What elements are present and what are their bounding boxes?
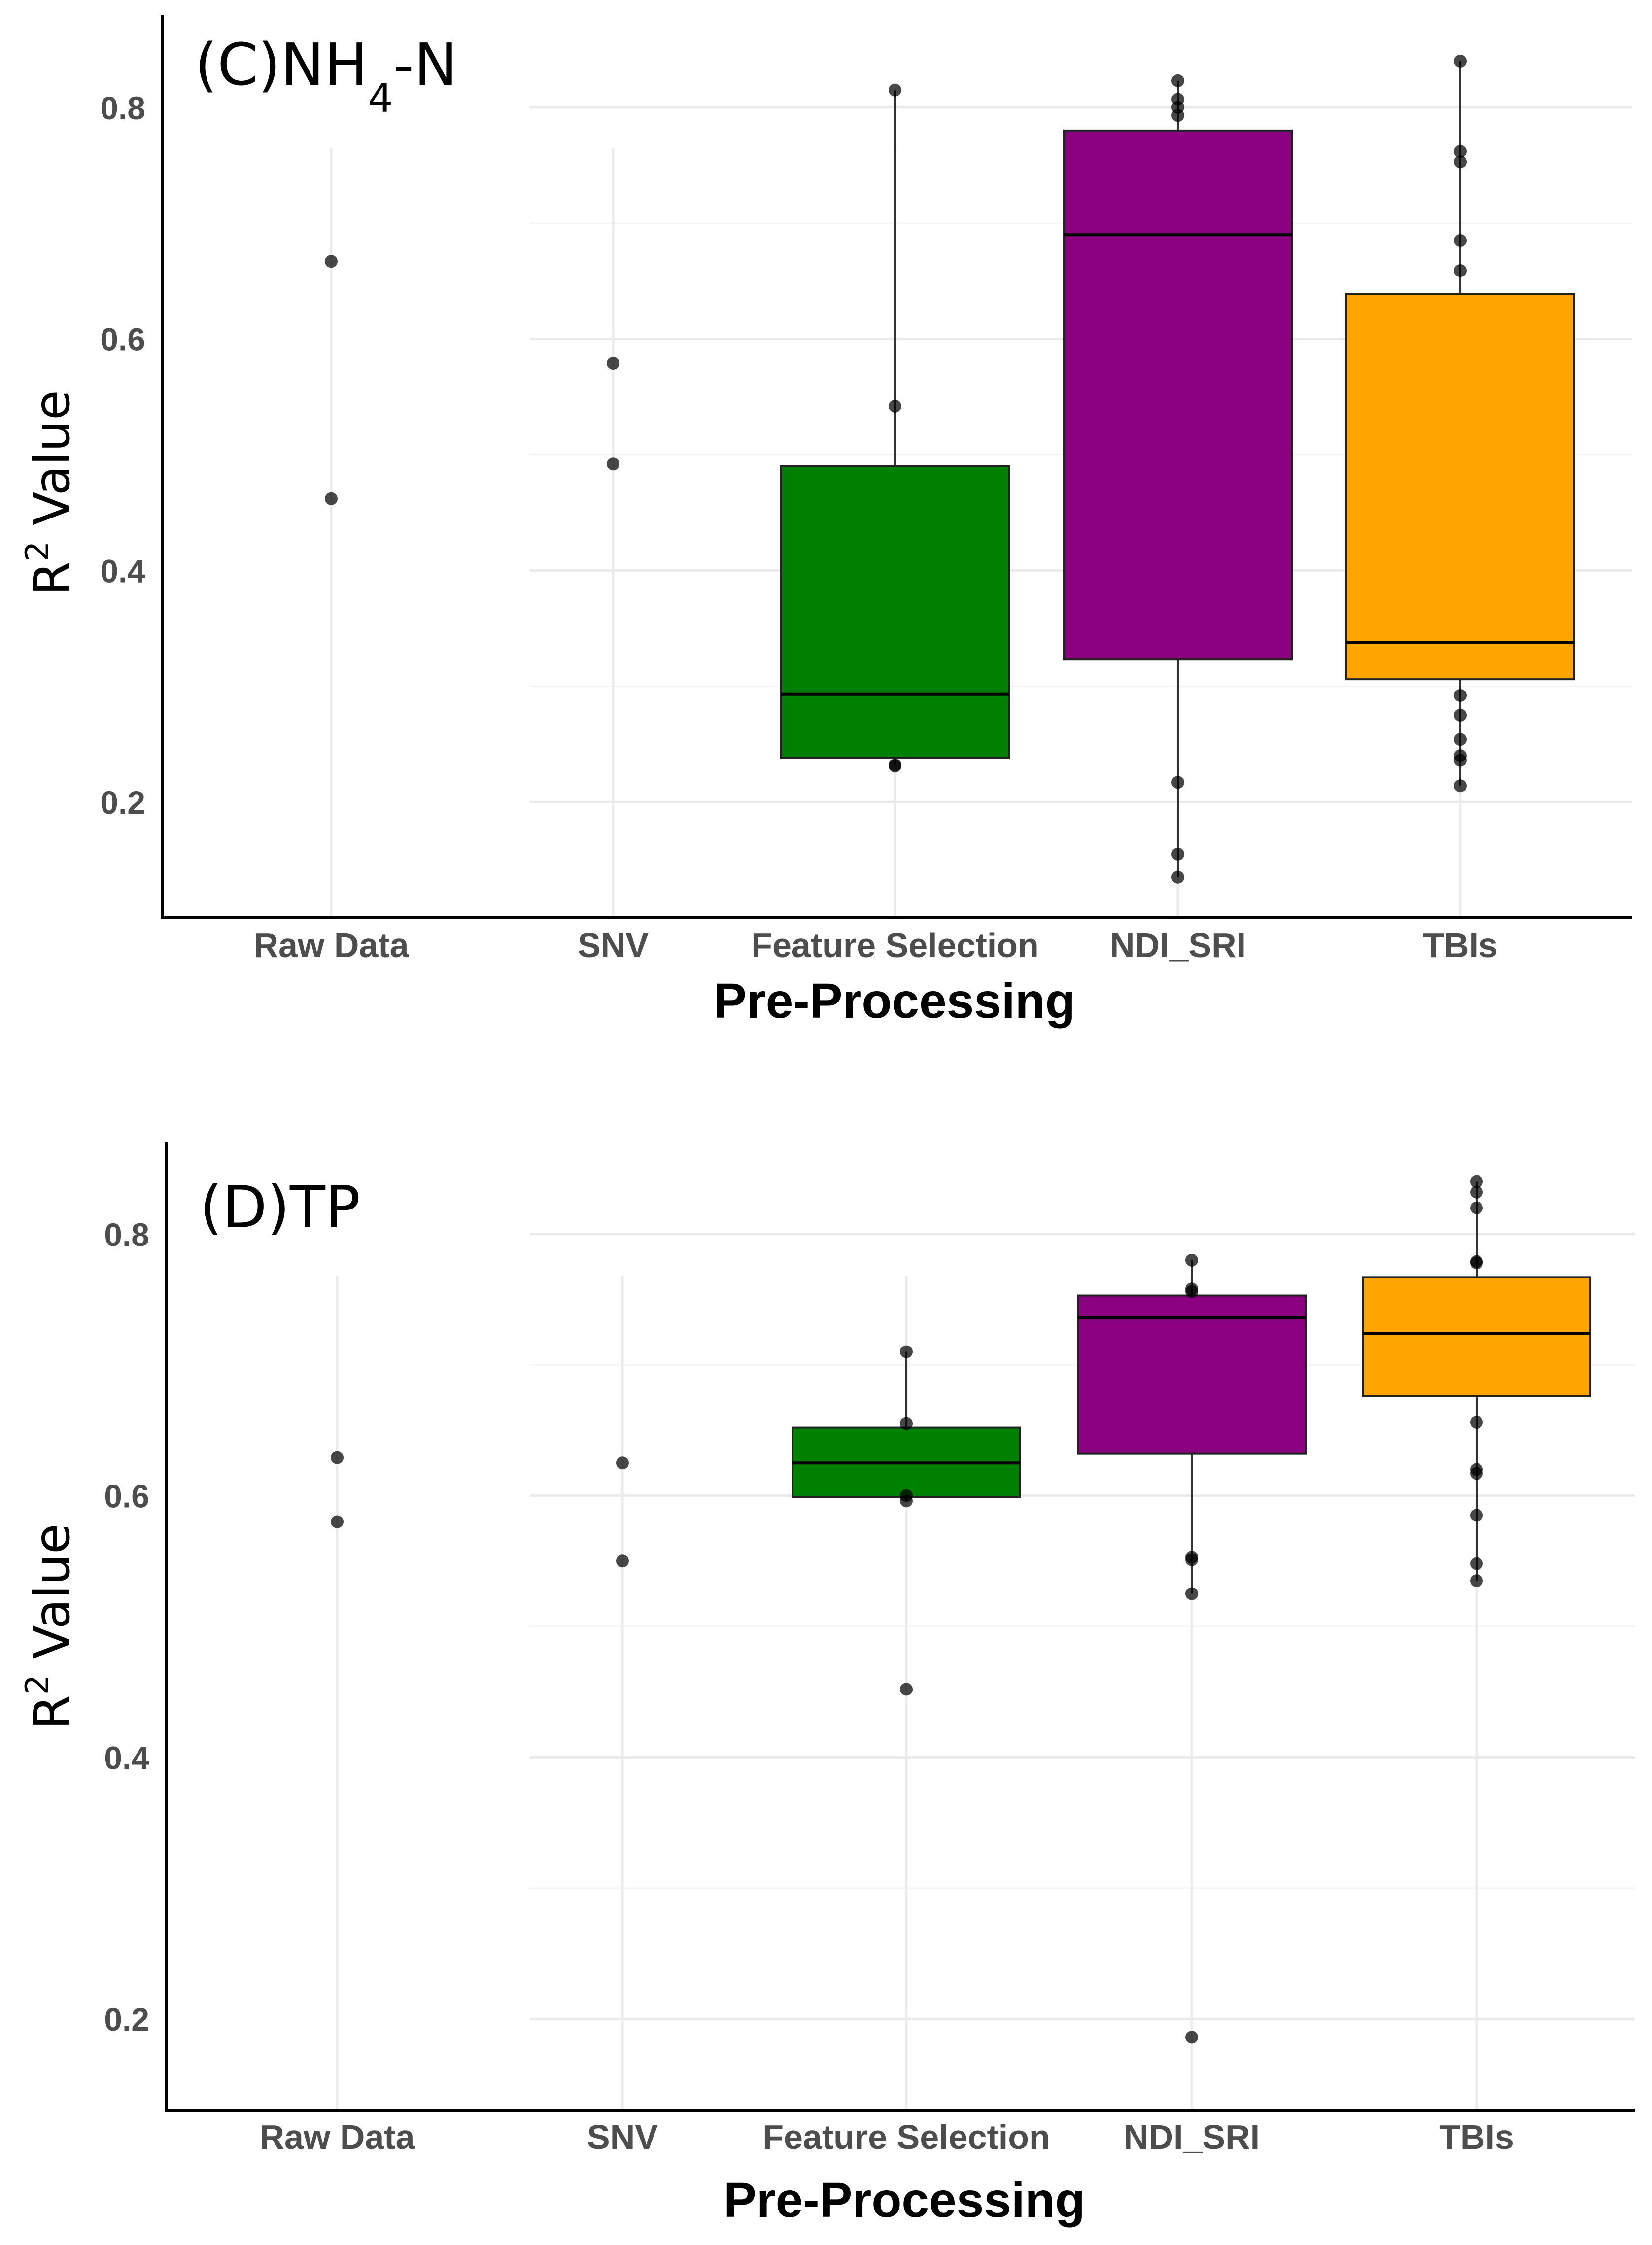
point-tbis <box>1470 1175 1483 1188</box>
panel-title-suffix: -N <box>393 31 457 99</box>
y-tick-label: 0.6 <box>100 321 145 358</box>
point-ndi-sri <box>1171 74 1184 87</box>
point-raw-data <box>331 1515 344 1528</box>
box-ndi-sri <box>1077 1294 1307 1455</box>
point-ndi-sri <box>1185 1253 1198 1267</box>
y-tick-label: 0.4 <box>104 1739 149 1776</box>
y-tick-labels: 0.2 0.4 0.6 0.8 <box>100 90 145 821</box>
points-layer <box>331 1175 1483 2044</box>
point-feature-selection <box>889 399 901 413</box>
point-tbis <box>1454 155 1467 169</box>
panel-title-subscript: 4 <box>368 75 393 121</box>
axes <box>161 15 1632 919</box>
box-feature-selection <box>780 465 1010 759</box>
panel-nh4-n: 0.2 0.4 0.6 0.8 Raw Data SNV Feature Selectio… <box>19 15 1632 1029</box>
y-tick-label: 0.8 <box>104 1216 149 1253</box>
point-snv <box>616 1456 629 1470</box>
box-tbis <box>1345 293 1575 681</box>
point-ndi-sri <box>1185 1285 1198 1298</box>
point-tbis <box>1454 689 1467 702</box>
x-tick-label-tbis: TBIs <box>1439 2118 1514 2156</box>
y-tick-label: 0.8 <box>100 90 145 126</box>
y-tick-labels: 0.2 0.4 0.6 0.8 <box>104 1216 149 2038</box>
point-tbis <box>1454 708 1467 722</box>
panel-title-main: (C)NH <box>195 31 368 99</box>
points-layer <box>325 54 1467 884</box>
panel-title: (D)TP <box>200 1173 360 1241</box>
point-ndi-sri <box>1185 2031 1198 2044</box>
x-tick-label-raw-data: Raw Data <box>253 926 409 965</box>
point-raw-data <box>331 1451 344 1464</box>
x-tick-labels: Raw Data SNV Feature Selection NDI_SRI TBIs <box>253 926 1497 965</box>
x-tick-label-tbis: TBIs <box>1423 926 1498 965</box>
point-ndi-sri <box>1185 1553 1198 1566</box>
x-tick-label-feature-selection: Feature Selection <box>751 926 1039 965</box>
point-raw-data <box>325 255 338 268</box>
box-ndi-sri <box>1063 129 1293 661</box>
x-tick-label-ndi-sri: NDI_SRI <box>1124 2118 1260 2156</box>
point-tbis <box>1470 1185 1483 1199</box>
x-tick-label-raw-data: Raw Data <box>259 2118 415 2156</box>
point-tbis <box>1454 54 1467 68</box>
y-axis-title-rest: Value <box>23 390 81 541</box>
point-ndi-sri <box>1185 1587 1198 1600</box>
point-tbis <box>1454 779 1467 793</box>
point-tbis <box>1470 1256 1483 1270</box>
point-tbis <box>1454 733 1467 746</box>
x-tick-labels: Raw Data SNV Feature Selection NDI_SRI TBIs <box>259 2118 1514 2156</box>
y-tick-label: 0.4 <box>100 553 145 589</box>
panel-title: (C)NH4-N <box>195 31 457 121</box>
point-feature-selection <box>900 1417 913 1430</box>
point-tbis <box>1454 234 1467 247</box>
point-tbis <box>1470 1557 1483 1570</box>
point-tbis <box>1470 1574 1483 1588</box>
point-ndi-sri <box>1171 776 1184 789</box>
point-tbis <box>1470 1416 1483 1429</box>
x-tick-label-snv: SNV <box>587 2118 658 2156</box>
point-snv <box>607 356 620 370</box>
point-tbis <box>1470 1467 1483 1480</box>
point-feature-selection <box>889 83 901 97</box>
point-tbis <box>1454 264 1467 277</box>
point-tbis <box>1470 1201 1483 1214</box>
point-feature-selection <box>900 1683 913 1696</box>
point-raw-data <box>325 492 338 505</box>
point-ndi-sri <box>1171 847 1184 861</box>
point-feature-selection <box>900 1345 913 1358</box>
point-tbis <box>1454 754 1467 767</box>
panel-tp: 0.2 0.4 0.6 0.8 Raw Data SNV Feature Selectio… <box>19 1142 1635 2228</box>
point-snv <box>616 1554 629 1568</box>
point-snv <box>607 457 620 471</box>
point-tbis <box>1454 145 1467 158</box>
point-tbis <box>1470 1509 1483 1522</box>
y-axis-title-superscript: 2 <box>19 541 56 561</box>
point-ndi-sri <box>1171 870 1184 884</box>
y-tick-label: 0.2 <box>100 784 145 821</box>
x-tick-label-ndi-sri: NDI_SRI <box>1110 926 1246 965</box>
point-ndi-sri <box>1171 109 1184 122</box>
y-axis-title-main: R <box>23 1695 81 1729</box>
box-tbis <box>1362 1276 1591 1397</box>
x-tick-label-snv: SNV <box>578 926 649 965</box>
boxes-layer <box>792 1181 1591 1594</box>
axes <box>165 1142 1635 2112</box>
y-axis-title-superscript: 2 <box>19 1675 56 1695</box>
y-axis-title: R2 Value <box>19 1523 81 1729</box>
y-tick-label: 0.2 <box>104 2001 149 2038</box>
y-axis-title-main: R <box>23 561 81 595</box>
x-tick-label-feature-selection: Feature Selection <box>762 2118 1050 2156</box>
boxes-layer <box>780 61 1575 877</box>
point-feature-selection <box>889 760 901 773</box>
y-tick-label: 0.6 <box>104 1478 149 1515</box>
y-axis-title-rest: Value <box>23 1523 81 1674</box>
point-feature-selection <box>900 1494 913 1508</box>
x-axis-title: Pre-Processing <box>714 973 1075 1029</box>
y-axis-title: R2 Value <box>19 390 81 595</box>
x-axis-title: Pre-Processing <box>723 2173 1085 2228</box>
